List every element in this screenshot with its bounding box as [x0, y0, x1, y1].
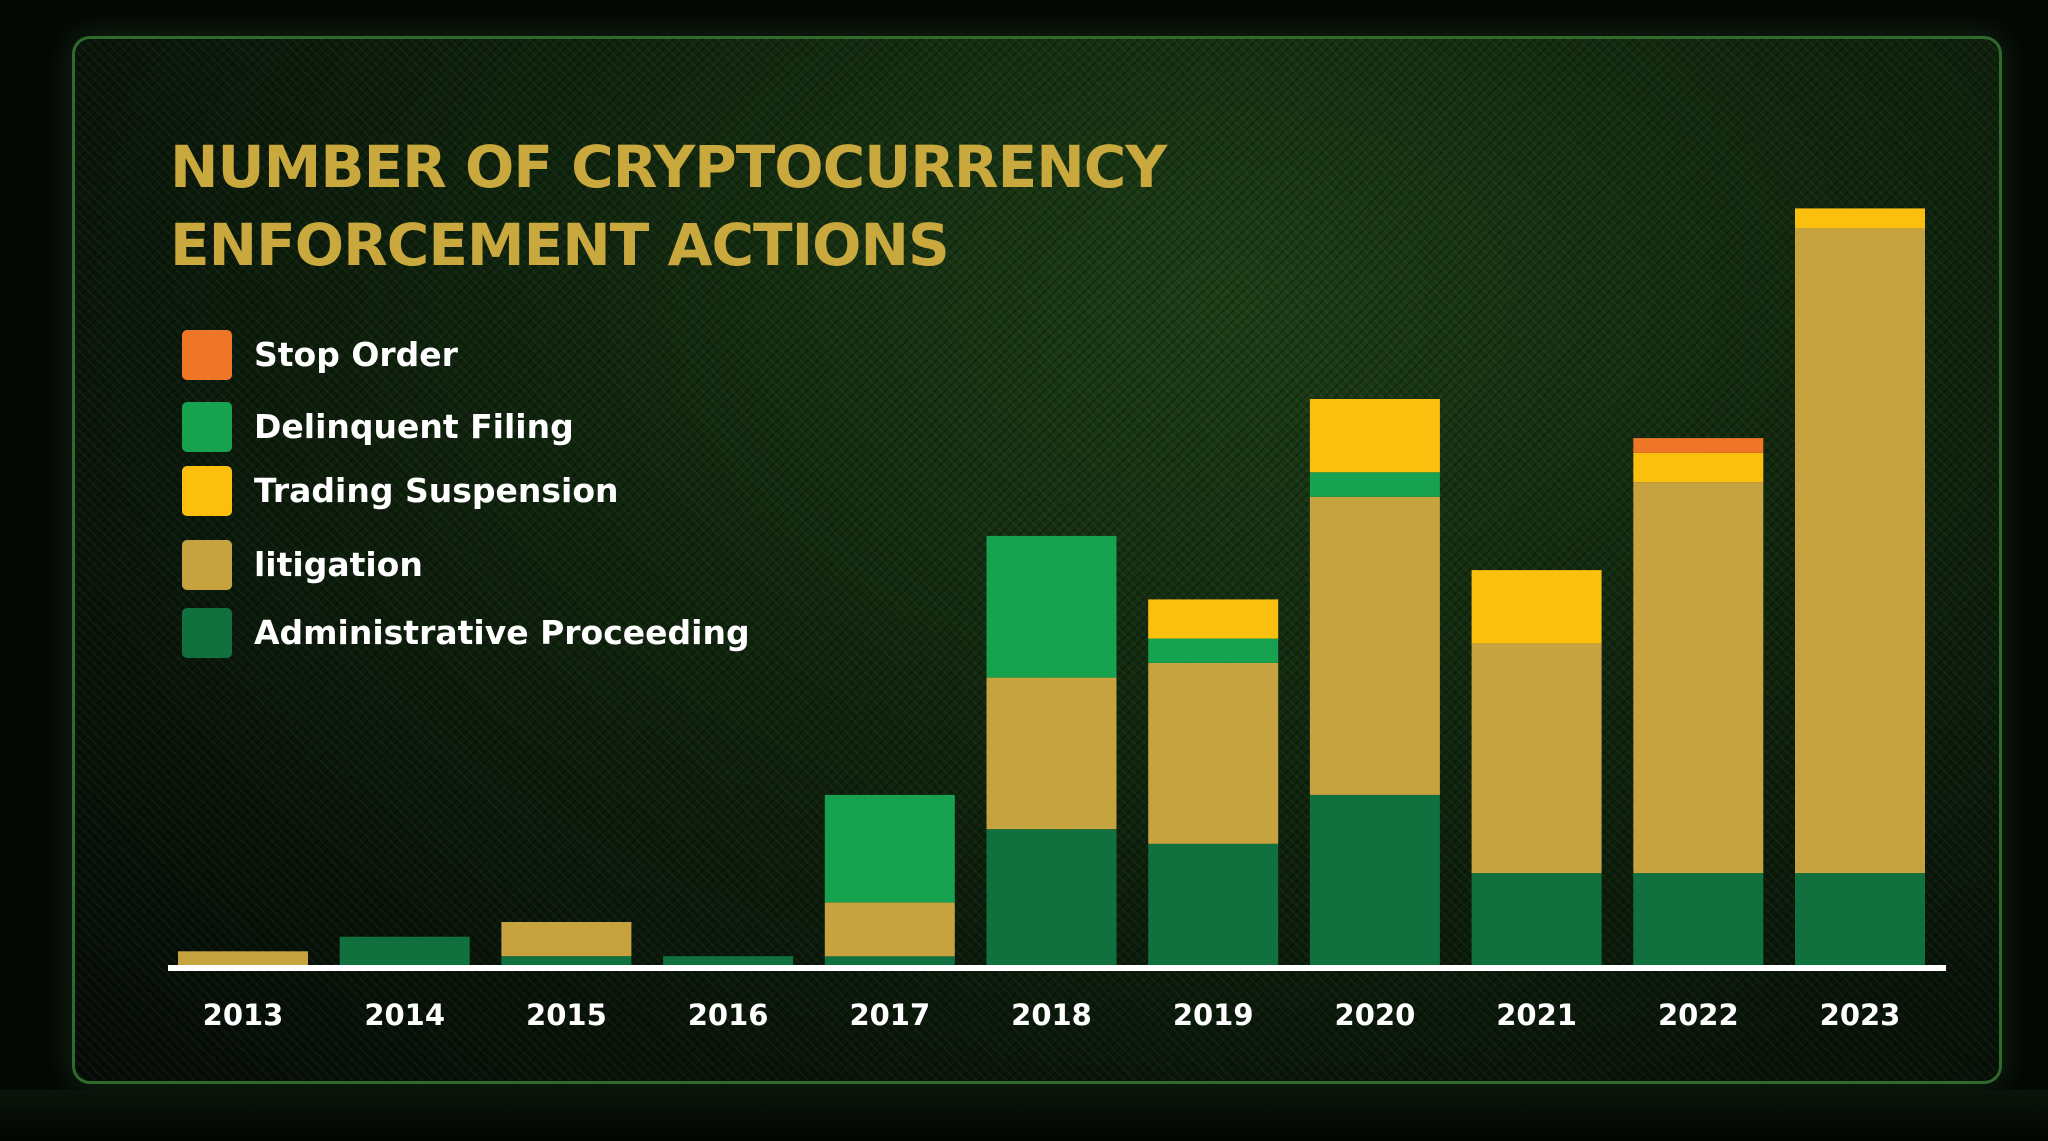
bar-2019-administrative-proceeding	[1148, 843, 1279, 966]
bar-2018-delinquent-filing	[986, 535, 1117, 678]
legend-swatch	[182, 608, 232, 658]
x-tick-label-2023: 2023	[1820, 998, 1901, 1032]
x-axis-line	[168, 965, 1946, 971]
bar-2018-administrative-proceeding	[986, 829, 1117, 966]
legend-label: Administrative Proceeding	[254, 613, 750, 652]
x-tick-label-2021: 2021	[1496, 998, 1577, 1032]
x-tick-label-2016: 2016	[688, 998, 769, 1032]
bar-2020-administrative-proceeding	[1309, 794, 1440, 966]
bar-group-2016	[663, 956, 794, 966]
bar-2023-litigation	[1795, 228, 1925, 874]
legend-item-administrative-proceeding: Administrative Proceeding	[182, 608, 782, 658]
x-tick-label-2014: 2014	[364, 998, 445, 1032]
bar-group-2015	[501, 922, 632, 966]
bar-group-2017	[824, 794, 955, 966]
bar-group-2013	[178, 951, 308, 966]
chart-title-line-1: NUMBER OF CRYPTOCURRENCY	[170, 133, 1167, 201]
legend-swatch	[182, 466, 232, 516]
bottom-shadow	[0, 1090, 2048, 1141]
bar-group-2023	[1795, 208, 1925, 966]
bar-2019-litigation	[1148, 663, 1279, 844]
x-tick-label-2013: 2013	[203, 998, 284, 1032]
bar-2014-administrative-proceeding	[339, 936, 470, 966]
bar-2019-delinquent-filing	[1148, 638, 1279, 663]
bar-group-2020	[1309, 399, 1440, 966]
bar-group-2021	[1471, 570, 1602, 966]
legend-label: Delinquent Filing	[254, 407, 574, 446]
legend-swatch	[182, 402, 232, 452]
legend-label: Trading Suspension	[254, 471, 619, 510]
x-tick-label-2018: 2018	[1011, 998, 1092, 1032]
legend-item-litigation: litigation	[182, 540, 782, 590]
x-tick-label-2022: 2022	[1658, 998, 1739, 1032]
bar-2017-litigation	[824, 902, 955, 957]
x-tick-label-2017: 2017	[849, 998, 930, 1032]
bar-2020-litigation	[1309, 496, 1440, 795]
legend-item-delinquent-filing: Delinquent Filing	[182, 402, 782, 452]
legend-item-trading-suspension: Trading Suspension	[182, 466, 782, 516]
chart-title: NUMBER OF CRYPTOCURRENCY ENFORCEMENT ACT…	[170, 128, 1270, 284]
bar-group-2014	[339, 936, 470, 966]
bar-2018-litigation	[986, 677, 1117, 830]
bar-2022-stop-order	[1633, 438, 1764, 453]
bar-2020-delinquent-filing	[1309, 472, 1440, 497]
bar-2020-trading-suspension	[1309, 399, 1440, 473]
bar-2019-trading-suspension	[1148, 599, 1279, 639]
x-tick-label-2020: 2020	[1335, 998, 1416, 1032]
bar-2015-litigation	[501, 922, 632, 957]
bar-2022-litigation	[1633, 482, 1764, 874]
x-tick-label-2015: 2015	[526, 998, 607, 1032]
legend-swatch	[182, 330, 232, 380]
bar-2023-administrative-proceeding	[1795, 873, 1925, 966]
bar-2013-litigation	[178, 951, 308, 966]
bar-2021-litigation	[1471, 643, 1602, 874]
bar-group-2019	[1148, 599, 1279, 966]
bar-2016-administrative-proceeding	[663, 956, 794, 966]
bar-2021-administrative-proceeding	[1471, 873, 1602, 966]
bar-2022-administrative-proceeding	[1633, 873, 1764, 966]
bar-2021-trading-suspension	[1471, 570, 1602, 644]
legend-label: Stop Order	[254, 335, 458, 374]
legend-label: litigation	[254, 545, 423, 584]
chart-title-line-2: ENFORCEMENT ACTIONS	[170, 211, 950, 279]
legend-item-stop-order: Stop Order	[182, 330, 782, 380]
bar-group-2022	[1633, 438, 1764, 966]
legend-swatch	[182, 540, 232, 590]
bar-2022-trading-suspension	[1633, 452, 1764, 483]
bar-2023-trading-suspension	[1795, 208, 1925, 228]
bar-2017-delinquent-filing	[824, 794, 955, 903]
x-tick-label-2019: 2019	[1173, 998, 1254, 1032]
bar-2017-administrative-proceeding	[824, 956, 955, 966]
bar-2015-administrative-proceeding	[501, 956, 632, 966]
bar-group-2018	[986, 535, 1117, 966]
